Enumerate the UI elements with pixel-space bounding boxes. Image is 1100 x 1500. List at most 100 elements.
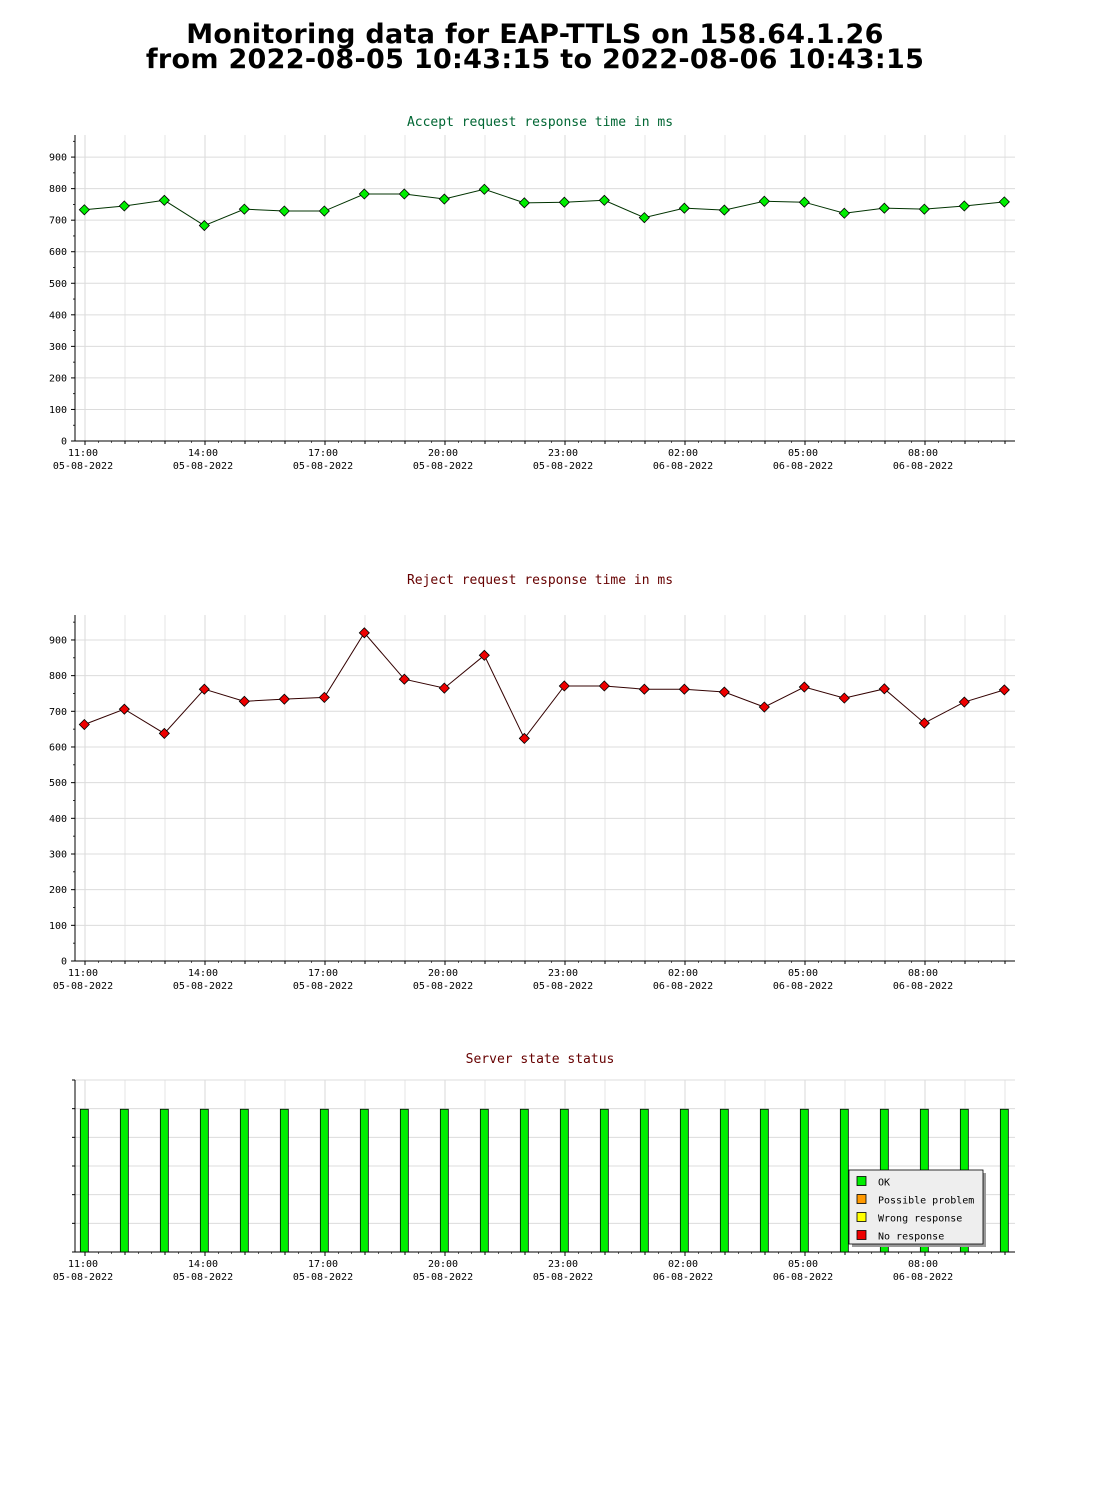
- x-tick-label-time: 14:00: [188, 448, 218, 459]
- x-tick-label-date: 06-08-2022: [893, 1272, 953, 1283]
- data-point: [558, 196, 570, 208]
- status-bar: [559, 1108, 569, 1253]
- x-tick-label-time: 14:00: [188, 968, 218, 979]
- status-bar: [679, 1108, 689, 1253]
- x-tick-label-time: 05:00: [788, 968, 818, 979]
- x-tick-label-time: 14:00: [188, 1259, 218, 1270]
- x-tick-label-time: 08:00: [908, 968, 938, 979]
- x-tick-label-date: 05-08-2022: [533, 461, 593, 472]
- data-point: [318, 205, 330, 217]
- y-tick-label: 600: [49, 247, 67, 258]
- x-tick-label-date: 05-08-2022: [293, 461, 353, 472]
- page-title: Monitoring data for EAP-TTLS on 158.64.1…: [0, 19, 1070, 75]
- x-tick-label-time: 05:00: [788, 448, 818, 459]
- data-point: [318, 691, 330, 703]
- x-tick-label-time: 11:00: [68, 968, 98, 979]
- data-point: [758, 195, 770, 207]
- page-title-line-1: Monitoring data for EAP-TTLS on 158.64.1…: [186, 19, 884, 50]
- y-tick-label: 600: [49, 742, 67, 753]
- data-point: [598, 680, 610, 692]
- data-point: [478, 649, 490, 661]
- y-tick-label: 800: [49, 671, 67, 682]
- x-tick-label-date: 05-08-2022: [293, 1272, 353, 1283]
- chart-2: Reject request response time in ms 0 100 20…: [49, 573, 1015, 992]
- chart-title: Reject request response time in ms: [407, 573, 673, 588]
- status-bar: [999, 1108, 1009, 1253]
- data-point: [198, 683, 210, 695]
- x-tick-label-time: 20:00: [428, 1259, 458, 1270]
- data-point: [398, 673, 410, 685]
- data-point: [598, 194, 610, 206]
- legend-box: [848, 1169, 984, 1245]
- x-tick-label-time: 08:00: [908, 448, 938, 459]
- x-tick-label-date: 06-08-2022: [653, 461, 713, 472]
- data-point: [278, 205, 290, 217]
- data-point: [438, 193, 450, 205]
- data-point: [998, 684, 1010, 696]
- status-bar: [239, 1108, 249, 1253]
- x-tick-label-date: 06-08-2022: [773, 1272, 833, 1283]
- legend-label: Possible problem: [878, 1196, 974, 1207]
- x-tick-label-date: 05-08-2022: [173, 461, 233, 472]
- x-tick-label-time: 20:00: [428, 448, 458, 459]
- data-point: [918, 203, 930, 215]
- x-tick-label-time: 17:00: [308, 1259, 338, 1270]
- data-point: [278, 693, 290, 705]
- x-tick-label-time: 23:00: [548, 448, 578, 459]
- y-tick-label: 100: [49, 921, 67, 932]
- x-tick-label-time: 23:00: [548, 968, 578, 979]
- x-tick-label-time: 17:00: [308, 968, 338, 979]
- status-bar: [519, 1108, 529, 1253]
- x-tick-label-time: 02:00: [668, 1259, 698, 1270]
- data-point: [438, 682, 450, 694]
- data-point: [638, 212, 650, 224]
- status-bar: [759, 1108, 769, 1253]
- y-tick-label: 400: [49, 310, 67, 321]
- y-tick-label: 100: [49, 405, 67, 416]
- data-point: [758, 701, 770, 713]
- status-bar: [839, 1108, 849, 1253]
- x-tick-label-time: 23:00: [548, 1259, 578, 1270]
- x-tick-label-time: 17:00: [308, 448, 338, 459]
- status-bar: [159, 1108, 169, 1253]
- status-bar: [319, 1108, 329, 1253]
- x-tick-label-date: 06-08-2022: [893, 461, 953, 472]
- status-bar: [479, 1108, 489, 1253]
- data-point: [718, 686, 730, 698]
- x-tick-label-date: 06-08-2022: [653, 981, 713, 992]
- y-tick-label: 800: [49, 184, 67, 195]
- legend-swatch: [856, 1212, 867, 1222]
- data-point: [118, 200, 130, 212]
- legend-swatch: [856, 1194, 867, 1204]
- data-point: [518, 197, 530, 209]
- x-tick-label-date: 05-08-2022: [53, 981, 113, 992]
- data-point: [478, 183, 490, 195]
- status-bar: [199, 1108, 209, 1253]
- x-tick-label-date: 05-08-2022: [53, 1272, 113, 1283]
- data-point: [878, 202, 890, 214]
- legend-label: No response: [878, 1232, 944, 1243]
- y-tick-label: 0: [61, 957, 67, 968]
- x-tick-label-time: 05:00: [788, 1259, 818, 1270]
- status-bar: [119, 1108, 129, 1253]
- data-point: [878, 683, 890, 695]
- x-tick-label-time: 02:00: [668, 448, 698, 459]
- data-point: [718, 204, 730, 216]
- x-tick-label-date: 06-08-2022: [773, 461, 833, 472]
- x-tick-label-date: 05-08-2022: [53, 461, 113, 472]
- status-bar: [439, 1108, 449, 1253]
- y-tick-label: 400: [49, 814, 67, 825]
- legend-label: Wrong response: [878, 1214, 962, 1225]
- y-tick-label: 300: [49, 342, 67, 353]
- data-point: [958, 696, 970, 708]
- data-point: [238, 203, 250, 215]
- page-title-line-2: from 2022-08-05 10:43:15 to 2022-08-06 1…: [145, 44, 925, 75]
- series-line: [84, 188, 1005, 227]
- x-tick-label-date: 05-08-2022: [533, 1272, 593, 1283]
- data-point: [158, 194, 170, 206]
- data-point: [558, 680, 570, 692]
- y-tick-label: 500: [49, 778, 67, 789]
- data-point: [958, 200, 970, 212]
- data-point: [398, 188, 410, 200]
